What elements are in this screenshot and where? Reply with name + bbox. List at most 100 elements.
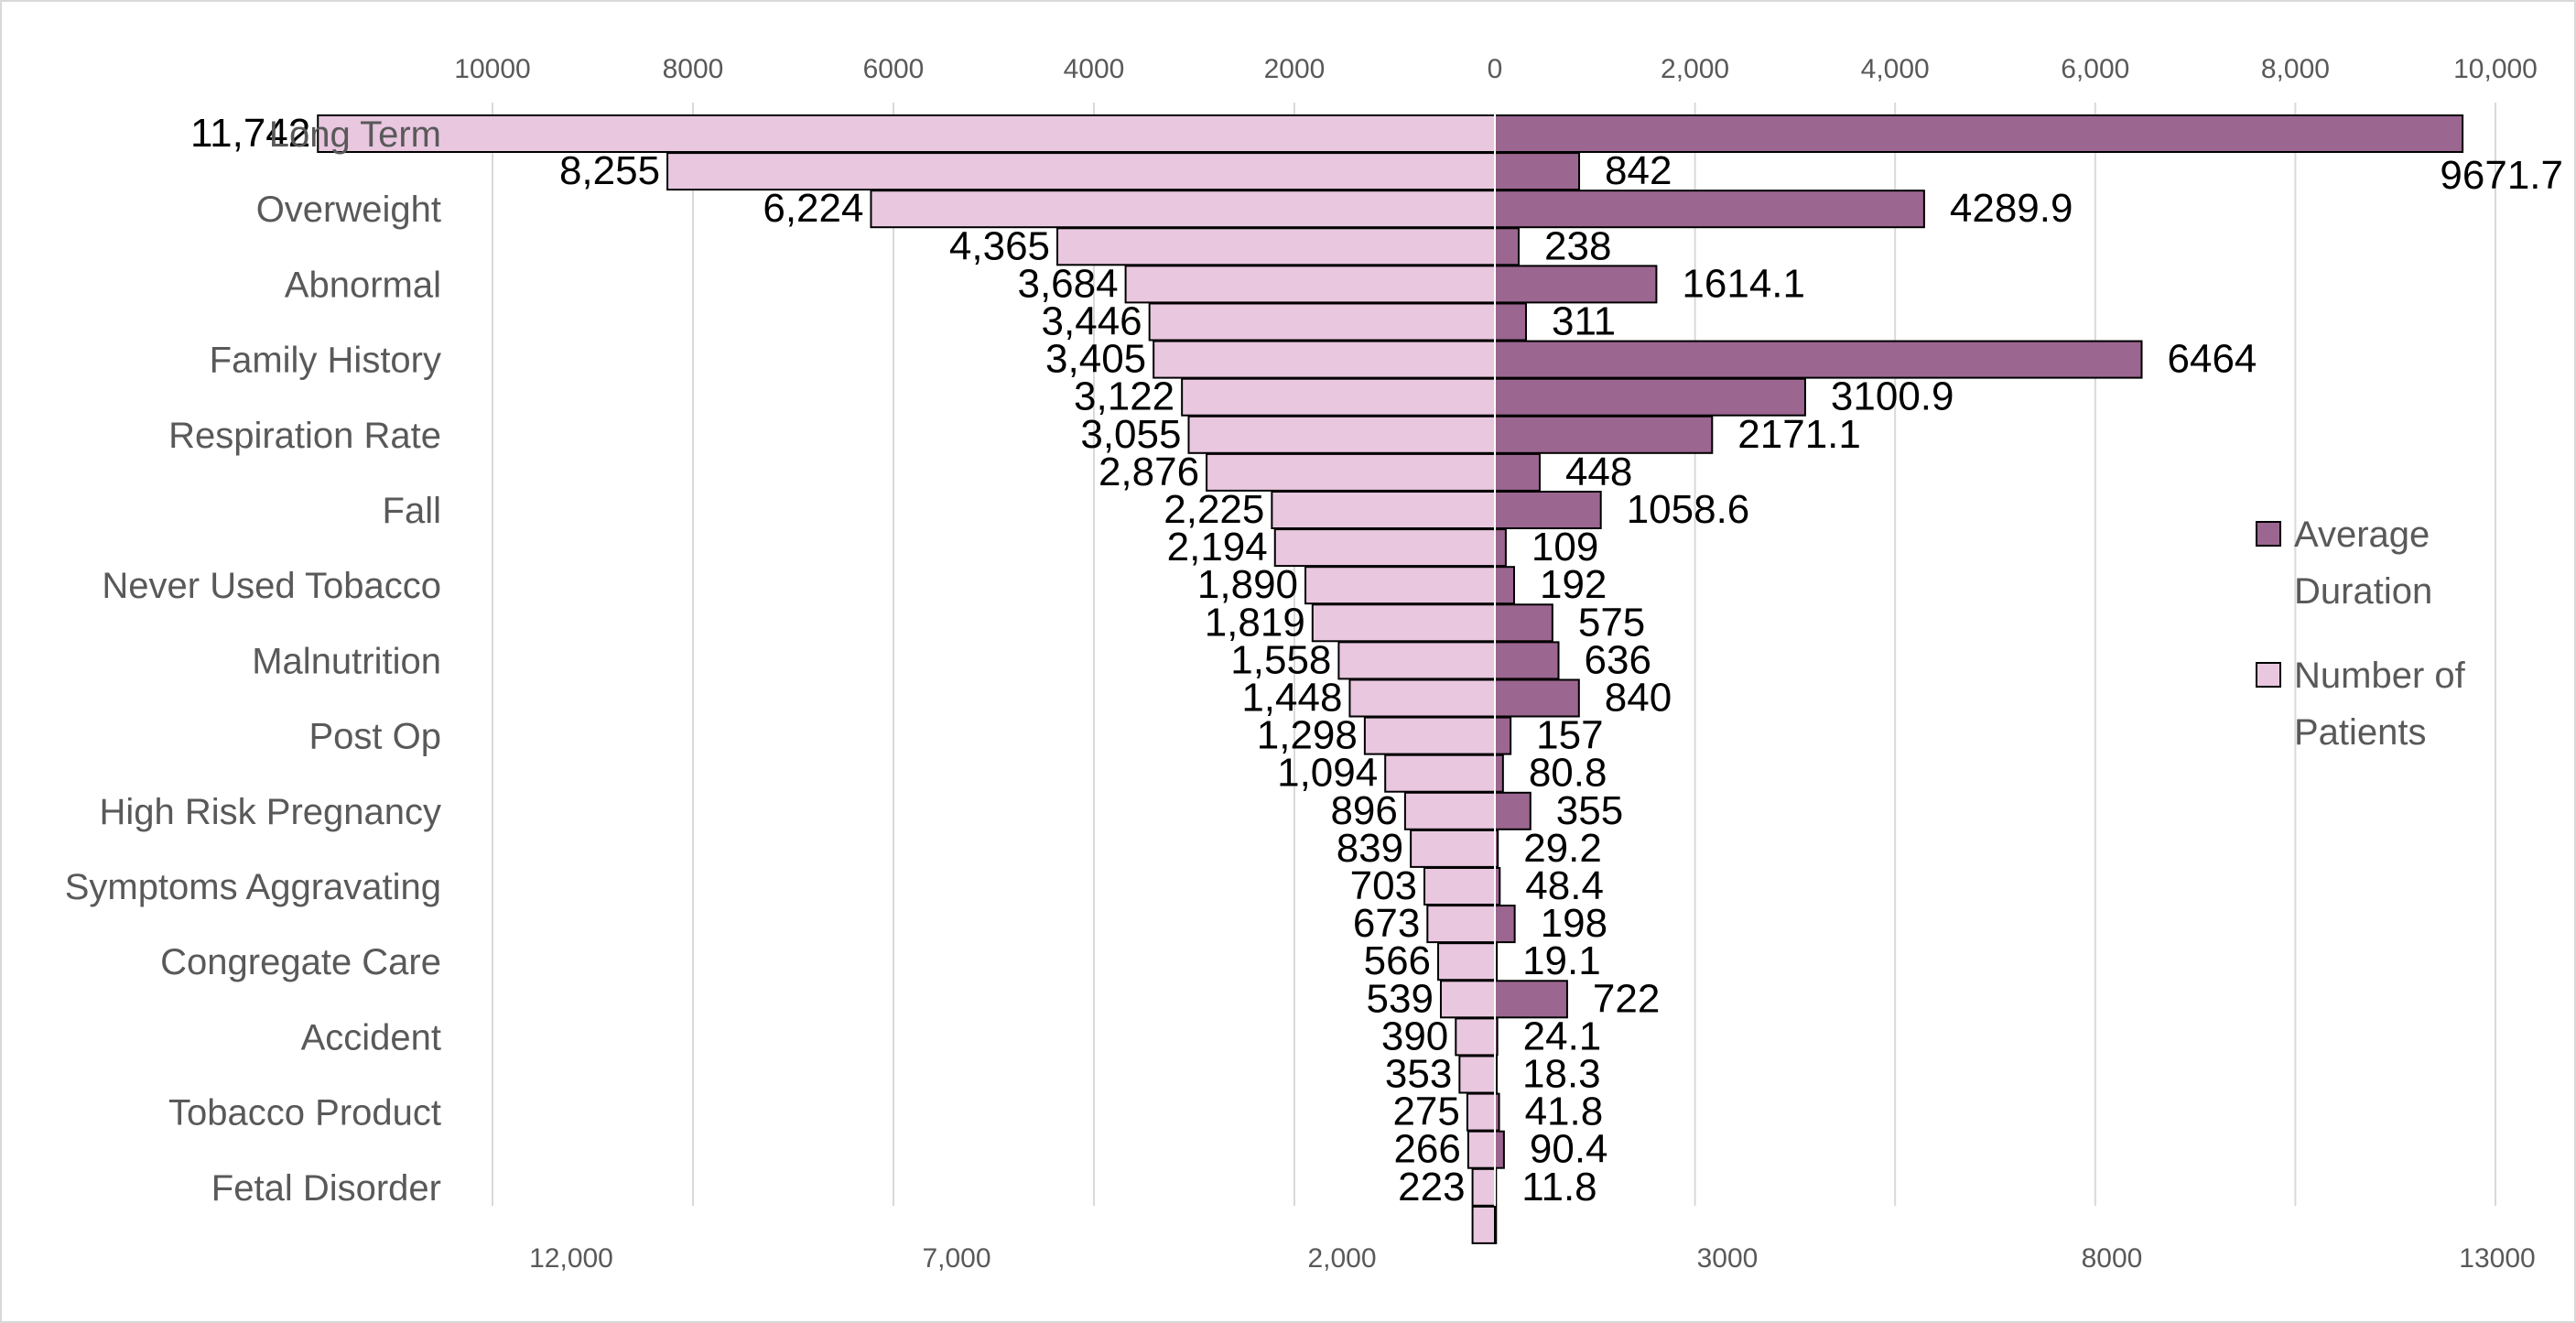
top-left-tick-label: 2000 (1264, 54, 1326, 84)
patients-data-label: 673 (1353, 901, 1420, 946)
patients-data-label: 8,255 (559, 148, 660, 193)
patients-bar (1423, 867, 1496, 905)
top-right-tick-label: 6,000 (2061, 54, 2129, 84)
legend-label: Number of (2294, 656, 2466, 696)
top-left-tick-label: 0 (1488, 54, 1503, 84)
top-right-tick-label: 10,000 (2453, 54, 2538, 84)
category-label: Tobacco Product (168, 1093, 441, 1133)
duration-data-label: 48.4 (1525, 863, 1604, 908)
duration-data-label: 355 (1556, 788, 1623, 833)
duration-bar (1494, 227, 1521, 266)
patients-bar (1337, 641, 1497, 680)
category-label: Congregate Care (160, 942, 441, 982)
duration-data-label: 24.1 (1523, 1014, 1602, 1058)
duration-data-label: 192 (1540, 562, 1607, 607)
patients-data-label: 1,448 (1241, 676, 1342, 721)
patients-bar (1467, 1130, 1497, 1169)
top-left-tick-label: 10000 (454, 54, 530, 84)
category-label: Fetal Disorder (211, 1168, 441, 1209)
duration-bar (1494, 678, 1580, 718)
patients-bar (1273, 528, 1496, 568)
top-left-tick-label: 4000 (1064, 54, 1125, 84)
patients-data-label: 1,890 (1197, 562, 1298, 607)
patients-bar (1148, 302, 1496, 342)
duration-data-label: 842 (1605, 148, 1672, 193)
duration-bar (1494, 152, 1581, 191)
category-label: Never Used Tobacco (102, 566, 441, 606)
legend-label: Patients (2294, 712, 2427, 753)
duration-bar (1494, 980, 1568, 1019)
category-label: Accident (301, 1017, 441, 1057)
duration-data-label: 2171.1 (1737, 412, 1861, 457)
patients-bar (1304, 566, 1497, 605)
duration-data-label: 109 (1532, 525, 1598, 569)
patients-bar (870, 190, 1496, 229)
duration-bar (1494, 566, 1515, 605)
duration-bar (1494, 603, 1553, 643)
top-left-tick-label: 8000 (663, 54, 724, 84)
duration-bar (1494, 190, 1925, 229)
patients-data-label: 1,558 (1230, 637, 1331, 682)
legend-swatch (2256, 662, 2281, 688)
duration-data-label: 29.2 (1523, 826, 1602, 871)
patients-bar (666, 152, 1496, 191)
patients-data-label: 11,742 (190, 111, 310, 156)
patients-bar (1471, 1167, 1497, 1207)
patients-data-label: 3,122 (1074, 374, 1174, 419)
patients-bar (1410, 829, 1497, 868)
legend: Average Duration Number of Patients (2256, 515, 2466, 753)
patients-bar (1271, 491, 1497, 529)
patients-data-label: 3,684 (1017, 261, 1118, 306)
patients-data-label: 223 (1398, 1165, 1465, 1209)
top-left-tick-label: 6000 (863, 54, 925, 84)
bottom-right-tick-label: 13000 (2459, 1243, 2535, 1274)
duration-data-label: 41.8 (1525, 1090, 1604, 1134)
category-label: Long Term (269, 114, 441, 155)
duration-data-label: 311 (1552, 299, 1616, 344)
bottom-left-tick-label: 7,000 (922, 1243, 990, 1274)
patients-data-label: 6,224 (763, 186, 863, 231)
category-label: Respiration Rate (168, 416, 441, 456)
patients-bar (1384, 754, 1497, 793)
category-label: Fall (383, 491, 441, 531)
category-label: Post Op (308, 717, 441, 757)
patients-bar (317, 114, 1497, 153)
duration-data-label: 1614.1 (1682, 261, 1805, 306)
patients-data-label: 1,819 (1205, 600, 1305, 645)
duration-data-label: 19.1 (1522, 938, 1601, 983)
patients-bar (1181, 377, 1496, 417)
category-label: Family History (210, 341, 441, 381)
top-axis-tick-labels: 10000 8000 6000 4000 2000 0 2,000 4,000 6,000 8,0… (454, 54, 2538, 84)
duration-data-label: 6464 (2168, 337, 2257, 382)
duration-data-label: 18.3 (1522, 1052, 1601, 1097)
patients-bar (1458, 1055, 1497, 1094)
duration-bar (1494, 716, 1512, 755)
duration-bar (1494, 114, 2464, 153)
legend-label: Average (2294, 515, 2430, 555)
patients-bar (1426, 905, 1497, 944)
patients-data-label: 2,194 (1167, 525, 1268, 569)
patients-bar (1363, 716, 1497, 755)
patients-data-label: 275 (1392, 1090, 1459, 1134)
duration-data-label: 90.4 (1530, 1127, 1608, 1172)
bottom-left-tick-label: 12,000 (529, 1243, 613, 1274)
patients-bar (1056, 227, 1496, 266)
duration-data-label: 722 (1593, 976, 1660, 1021)
legend-label: Duration (2294, 571, 2432, 612)
category-label: Malnutrition (252, 641, 441, 681)
duration-data-label: 157 (1536, 713, 1603, 758)
duration-data-label: 238 (1544, 223, 1611, 268)
patients-bar (1466, 1092, 1496, 1132)
category-label: Symptoms Aggravating (65, 867, 441, 907)
category-labels: Long Term Overweight Abnormal Family Histor… (65, 114, 441, 1209)
duration-bar (1494, 528, 1507, 568)
duration-data-label: 840 (1605, 676, 1672, 721)
duration-bar (1494, 415, 1714, 454)
patients-data-label: 896 (1330, 788, 1397, 833)
category-label: Overweight (256, 190, 441, 230)
duration-bar (1494, 340, 2143, 379)
bottom-left-tick-label: 2,000 (1307, 1243, 1376, 1274)
duration-bar (1494, 452, 1541, 492)
top-right-tick-label: 2,000 (1661, 54, 1729, 84)
